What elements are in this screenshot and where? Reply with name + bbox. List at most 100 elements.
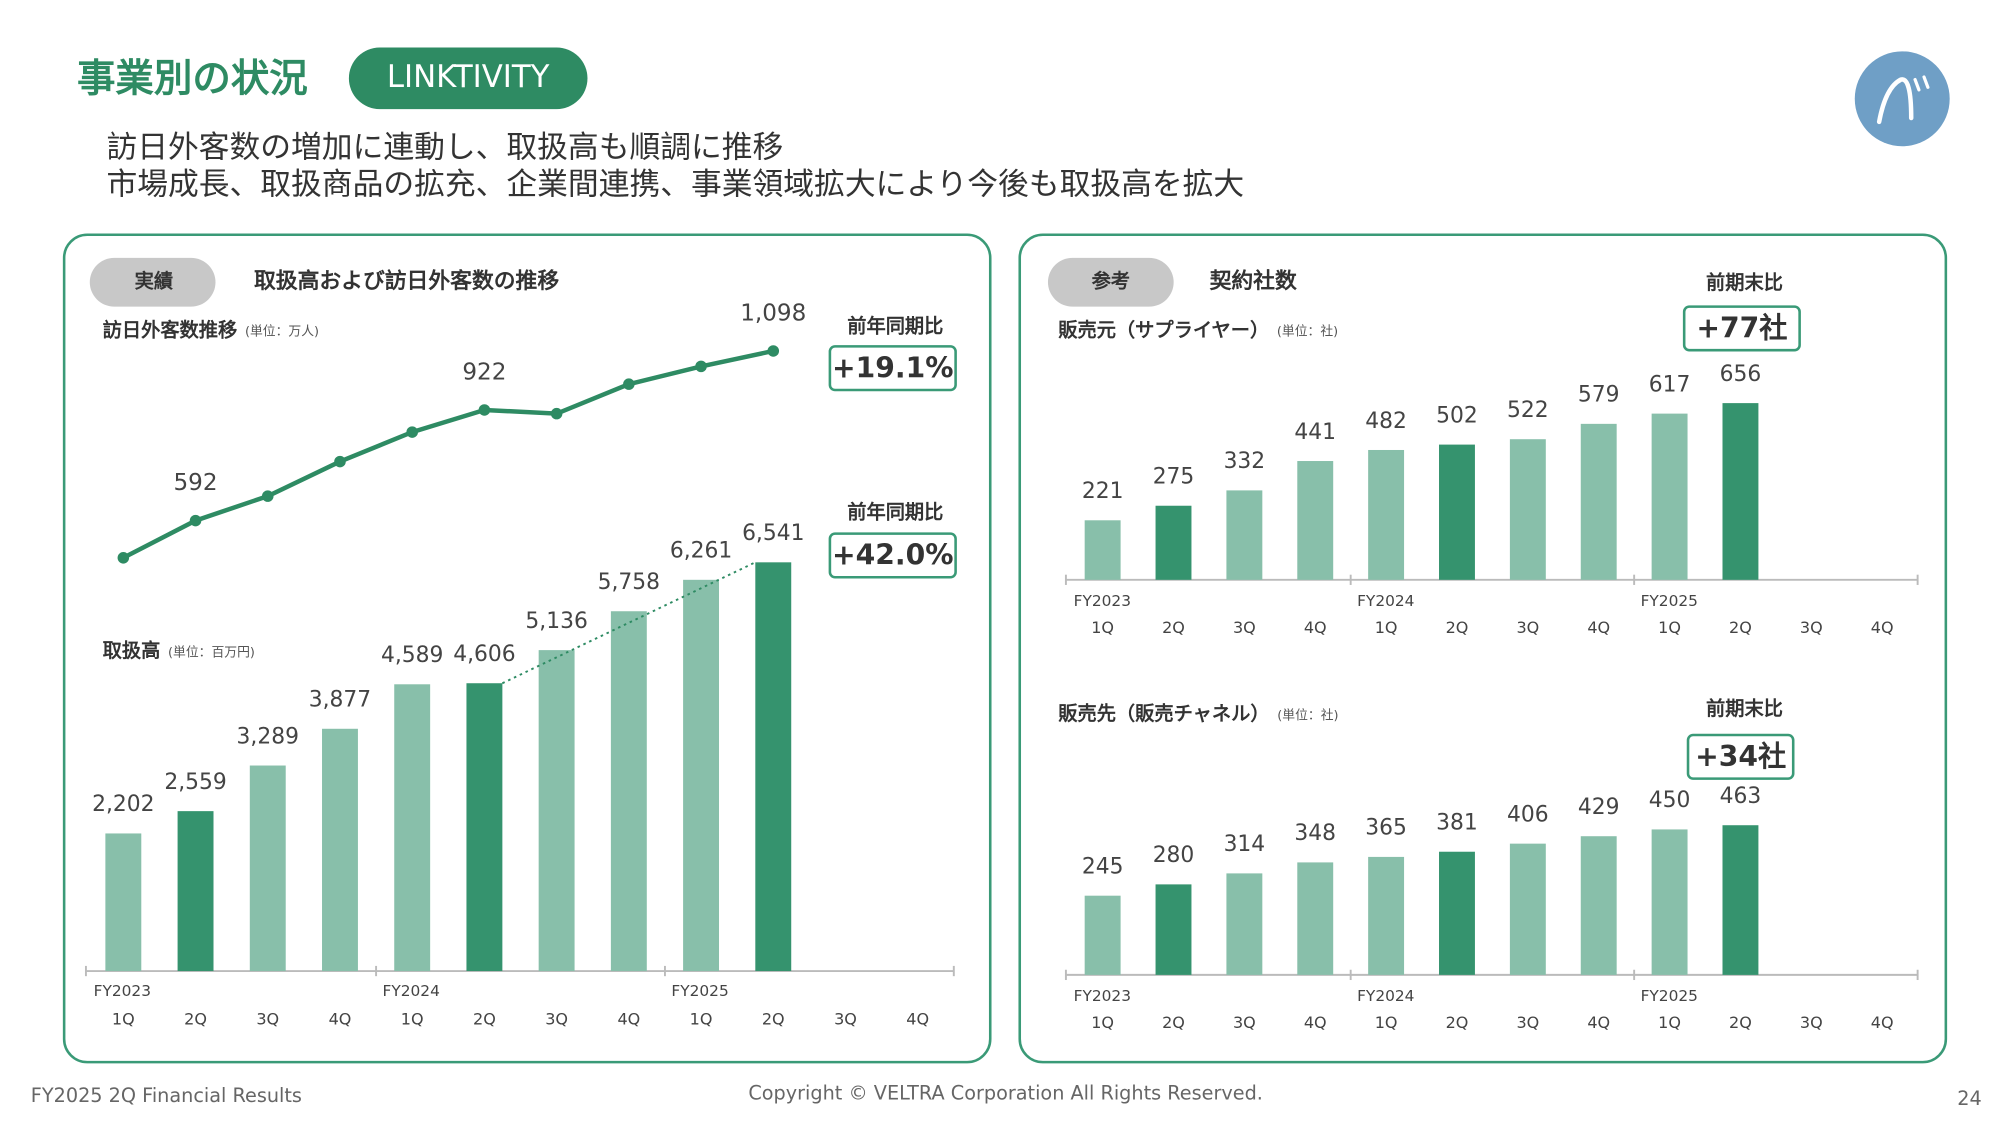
x-tick-label: 3Q — [1800, 1013, 1823, 1032]
page-number: 24 — [1957, 1087, 1981, 1110]
bar — [1580, 423, 1617, 580]
bar — [538, 650, 575, 972]
chart-subtitle: 販売先（販売チャネル） — [1058, 702, 1269, 725]
x-tick-label: 2Q — [1162, 1013, 1185, 1032]
point — [189, 514, 202, 527]
x-tick-label: 4Q — [329, 1009, 352, 1028]
comparison-box — [828, 345, 957, 392]
bar — [1439, 444, 1475, 580]
value-label: 406 — [1507, 802, 1549, 827]
x-tick-label: 2Q — [762, 1009, 785, 1028]
value-label: 482 — [1365, 409, 1407, 434]
point — [261, 490, 274, 502]
bar — [1155, 505, 1192, 580]
logo — [1854, 51, 1950, 147]
bar — [1509, 843, 1546, 975]
value-label: 5,758 — [598, 570, 660, 595]
comparison-value: +42.0% — [832, 539, 953, 572]
panel-tag-text: 参考 — [1092, 270, 1130, 293]
footer-center: Copyright © VELTRA Corporation All Right… — [748, 1082, 1263, 1105]
footer-left: FY2025 2Q Financial Results — [31, 1084, 302, 1107]
bar — [683, 579, 720, 972]
chart-subtitle: 販売元（サプライヤー） — [1058, 318, 1269, 341]
x-tick-label: 4Q — [617, 1009, 640, 1028]
value-label: 617 — [1649, 372, 1691, 397]
group-label: FY2024 — [1357, 592, 1414, 610]
point — [117, 552, 130, 564]
x-tick-label: 3Q — [256, 1009, 279, 1028]
bar — [610, 611, 647, 972]
x-tick-label: 2Q — [1446, 1013, 1469, 1032]
point — [550, 407, 563, 420]
x-tick-label: 3Q — [1233, 1013, 1256, 1032]
bar — [1226, 873, 1263, 975]
tag-pill — [348, 47, 588, 110]
comparison-value: +19.1% — [832, 351, 953, 384]
comparison-box — [828, 532, 957, 579]
value-label: 463 — [1720, 784, 1762, 809]
x-tick-label: 1Q — [112, 1009, 135, 1028]
chart-subtitle: 取扱高 — [103, 639, 161, 662]
x-tick-label: 3Q — [545, 1009, 568, 1028]
x-tick-label: 1Q — [1091, 618, 1114, 637]
group-label: FY2024 — [1357, 987, 1414, 1005]
x-tick-label: 1Q — [401, 1009, 424, 1028]
bar — [322, 728, 358, 972]
x-tick-label: 3Q — [1233, 618, 1256, 637]
bar — [1368, 449, 1405, 580]
value-label: 365 — [1365, 816, 1407, 841]
comparison-label: 前期末比 — [1706, 697, 1783, 720]
value-label: 450 — [1649, 788, 1691, 813]
bar — [394, 684, 431, 972]
value-label: 6,541 — [742, 521, 804, 546]
bar — [105, 833, 142, 972]
value-label: 314 — [1224, 832, 1266, 857]
x-tick-label: 2Q — [1729, 618, 1752, 637]
comparison-label: 前年同期比 — [847, 315, 943, 338]
panel-tag — [1047, 257, 1174, 307]
value-label: 280 — [1153, 843, 1195, 868]
bar — [1509, 439, 1546, 580]
bar — [755, 562, 792, 972]
bar — [1368, 856, 1405, 975]
value-label: 5,136 — [525, 609, 587, 634]
x-tick-label: 1Q — [1658, 1013, 1681, 1032]
comparison-value: +34社 — [1695, 740, 1786, 773]
point — [478, 404, 491, 416]
bar — [1297, 461, 1334, 580]
comparison-box — [1686, 733, 1795, 780]
panel-title: 契約社数 — [1209, 268, 1297, 294]
comparison-label: 前年同期比 — [847, 501, 943, 524]
x-tick-label: 1Q — [1658, 618, 1681, 637]
x-tick-label: 3Q — [1516, 1013, 1539, 1032]
x-tick-label: 4Q — [1304, 1013, 1327, 1032]
value-label: 522 — [1507, 398, 1549, 423]
tag-text: LINKTIVITY — [387, 59, 550, 95]
panel — [62, 233, 992, 1064]
group-label: FY2025 — [1641, 987, 1698, 1005]
bar — [1155, 884, 1192, 975]
x-tick-label: 1Q — [1375, 1013, 1398, 1032]
value-label: 6,261 — [670, 539, 732, 564]
x-tick-label: 2Q — [473, 1009, 496, 1028]
trend-line — [501, 561, 756, 685]
value-label: 348 — [1294, 821, 1336, 846]
value-label: 922 — [462, 359, 506, 385]
bar — [1439, 851, 1475, 975]
comparison-value: +77社 — [1696, 312, 1787, 345]
point — [406, 426, 418, 438]
point — [767, 345, 780, 357]
value-label: 221 — [1082, 479, 1124, 504]
bar — [177, 811, 214, 972]
value-label: 579 — [1578, 383, 1620, 408]
value-label: 441 — [1294, 420, 1336, 445]
group-label: FY2025 — [1641, 592, 1698, 610]
bar — [1651, 829, 1688, 975]
x-tick-label: 2Q — [184, 1009, 207, 1028]
bar — [1297, 862, 1334, 975]
group-label: FY2023 — [1074, 592, 1131, 610]
value-label: 2,202 — [92, 792, 154, 817]
group-label: FY2024 — [382, 982, 439, 1000]
bar — [249, 765, 286, 972]
